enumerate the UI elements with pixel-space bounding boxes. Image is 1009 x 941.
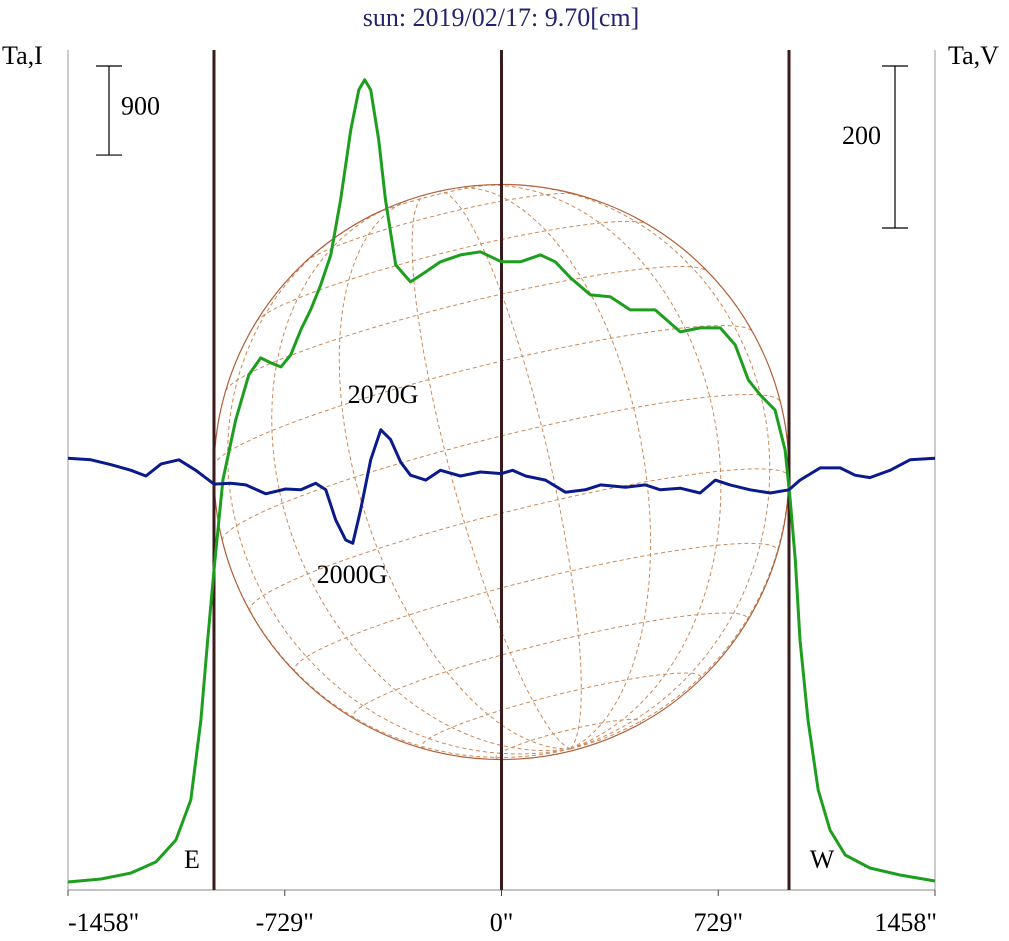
grid-line: [271, 207, 571, 752]
grid-line: [453, 187, 652, 750]
grid-line: [439, 190, 582, 750]
y-axis-label: Ta,I: [2, 41, 43, 70]
annotation: W: [810, 845, 835, 874]
scale-bar-label: 900: [121, 91, 160, 120]
data-line: [67, 428, 936, 545]
grid-line: [227, 232, 571, 755]
grid-line: [225, 266, 707, 392]
data-line: [67, 78, 936, 884]
x-tick-label: 0": [490, 908, 514, 937]
grid-line: [570, 402, 790, 750]
grid-line: [411, 194, 571, 750]
grid-line: [221, 393, 781, 541]
x-tick-label: 1458": [874, 908, 937, 937]
grid-line: [477, 184, 722, 750]
x-tick-label: 729": [693, 908, 743, 937]
annotation: 2070G: [348, 380, 419, 409]
x-tick-label: -1458": [68, 908, 139, 937]
grid-line: [213, 324, 753, 467]
grid-line: [293, 542, 779, 673]
annotation: E: [184, 845, 200, 874]
x-tick-label: -729": [256, 908, 314, 937]
annotation: 2000G: [317, 560, 388, 589]
grid-line: [421, 672, 702, 750]
grid-line: [256, 220, 647, 322]
grid-line: [352, 612, 749, 720]
grid-line: [338, 198, 571, 750]
chart-title: sun: 2019/02/17: 9.70[cm]: [363, 3, 640, 32]
scale-bar-label: 200: [842, 121, 881, 150]
grid-line: [529, 185, 771, 750]
y2-axis-label: Ta,V: [948, 41, 999, 70]
